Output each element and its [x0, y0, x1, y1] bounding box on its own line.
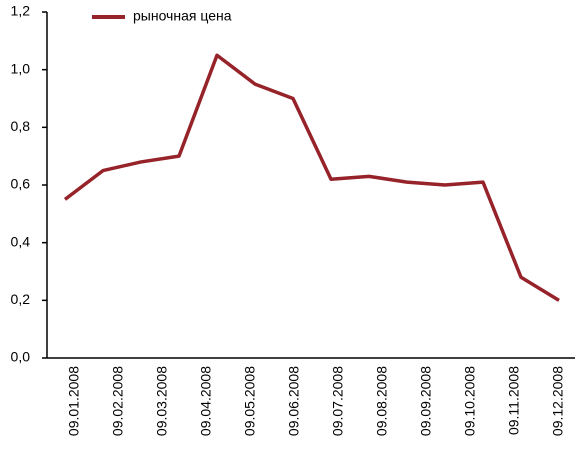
legend-label: рыночная цена [133, 8, 232, 24]
x-tick-label: 09.11.2008 [506, 366, 522, 435]
x-tick-label: 09.01.2008 [66, 366, 82, 436]
x-tick-label: 09.03.2008 [154, 366, 170, 436]
x-tick-label: 09.09.2008 [418, 366, 434, 436]
y-tick-label: 0,8 [11, 118, 31, 134]
y-tick-label: 0,6 [11, 176, 31, 192]
x-tick-label: 09.05.2008 [242, 366, 258, 436]
x-tick-label: 09.12.2008 [550, 366, 566, 436]
x-tick-label: 09.06.2008 [286, 366, 302, 436]
x-tick-label: 09.02.2008 [110, 366, 126, 436]
y-tick-label: 1,2 [11, 3, 31, 19]
y-tick-label: 0,0 [11, 349, 31, 365]
x-tick-label: 09.07.2008 [330, 366, 346, 436]
y-tick-label: 0,4 [11, 233, 31, 249]
y-tick-label: 1,0 [11, 60, 31, 76]
line [63, 53, 560, 302]
x-tick-label: 09.10.2008 [462, 366, 478, 436]
x-tick-label: 09.04.2008 [198, 366, 214, 436]
y-tick-label: 0,2 [11, 291, 31, 307]
x-tick-label: 09.08.2008 [374, 366, 390, 436]
